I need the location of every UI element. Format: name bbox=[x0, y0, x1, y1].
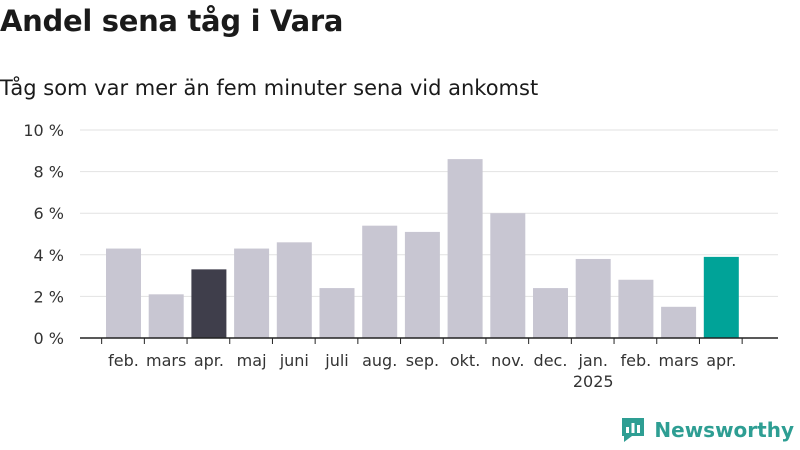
chart-title: Andel sena tåg i Vara bbox=[0, 4, 344, 38]
y-tick-label: 10 % bbox=[23, 121, 64, 140]
bar bbox=[703, 256, 739, 338]
bar bbox=[661, 306, 697, 338]
brand-logo: Newsworthy bbox=[620, 416, 794, 444]
bar bbox=[447, 159, 483, 338]
x-tick-label: jan. bbox=[577, 351, 607, 370]
bar bbox=[404, 231, 440, 338]
x-year-label: 2025 bbox=[573, 372, 614, 391]
bar bbox=[490, 213, 526, 338]
x-tick-label: aug. bbox=[362, 351, 397, 370]
bar bbox=[276, 242, 312, 338]
y-tick-label: 0 % bbox=[34, 329, 64, 348]
bar bbox=[191, 269, 227, 338]
bar bbox=[362, 225, 398, 338]
bar bbox=[319, 288, 355, 338]
x-tick-label: juli bbox=[324, 351, 348, 370]
x-tick-label: mars bbox=[146, 351, 186, 370]
bar bbox=[148, 294, 184, 338]
chart-subtitle: Tåg som var mer än fem minuter sena vid … bbox=[0, 76, 539, 100]
y-tick-label: 4 % bbox=[34, 246, 64, 265]
x-tick-label: mars bbox=[658, 351, 698, 370]
bar bbox=[575, 258, 611, 338]
newsworthy-logo-icon bbox=[622, 418, 645, 442]
x-tick-label: feb. bbox=[108, 351, 139, 370]
x-tick-label: dec. bbox=[534, 351, 568, 370]
x-tick-label: apr. bbox=[194, 351, 224, 370]
x-tick-label: sep. bbox=[406, 351, 439, 370]
brand-name: Newsworthy bbox=[654, 418, 794, 442]
bar bbox=[234, 248, 270, 338]
bar bbox=[618, 279, 654, 338]
x-tick-label: okt. bbox=[450, 351, 480, 370]
y-tick-label: 2 % bbox=[34, 287, 64, 306]
x-tick-label: nov. bbox=[491, 351, 524, 370]
bar bbox=[533, 288, 568, 338]
y-tick-label: 6 % bbox=[34, 204, 64, 223]
x-tick-label: maj bbox=[237, 351, 267, 370]
x-tick-label: juni bbox=[279, 351, 309, 370]
y-tick-label: 8 % bbox=[34, 163, 64, 182]
bar bbox=[106, 248, 141, 338]
x-tick-label: apr. bbox=[706, 351, 736, 370]
x-tick-label: feb. bbox=[621, 351, 652, 370]
